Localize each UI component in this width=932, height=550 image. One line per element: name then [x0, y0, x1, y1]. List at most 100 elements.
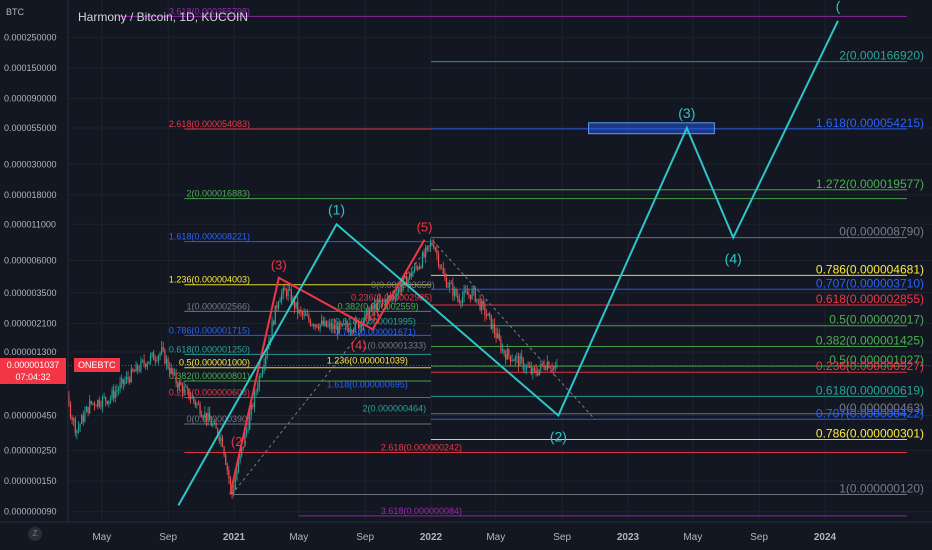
candle-body	[121, 378, 123, 384]
candle-body	[455, 289, 457, 296]
candle-body	[98, 399, 100, 406]
candle-body	[401, 286, 403, 292]
fib-level-label: 1.236(0.000004003)	[169, 275, 250, 285]
candle-body	[76, 430, 78, 434]
candle-body	[229, 478, 232, 485]
candle-body	[172, 368, 174, 375]
candle-body	[249, 414, 251, 430]
candle-body	[194, 400, 196, 405]
fib-level-label: 0.236(0.000000608)	[169, 387, 250, 397]
candle-body	[425, 247, 427, 257]
candle-body	[517, 356, 520, 366]
candle-body	[149, 355, 152, 362]
candle-body	[397, 288, 400, 293]
candle-body	[501, 349, 504, 351]
candle-body	[261, 369, 264, 377]
candle-body	[353, 329, 355, 332]
candle-body	[508, 349, 510, 356]
candle-body	[370, 305, 372, 312]
x-tick-label: 2023	[617, 532, 640, 543]
candle-body	[193, 397, 195, 401]
candle-body	[447, 286, 449, 288]
candle-body	[553, 366, 555, 370]
candle-body	[538, 369, 540, 375]
y-tick-label: 0.000090000	[4, 94, 57, 104]
candle-body	[381, 300, 384, 302]
candle-body	[396, 292, 398, 299]
candle-body	[221, 437, 224, 447]
candle-body	[537, 373, 539, 375]
candle-body	[530, 367, 532, 374]
chart-title[interactable]: Harmony / Bitcoin, 1D, KUCOIN	[78, 10, 249, 24]
candle-body	[409, 272, 411, 279]
x-tick-label: Sep	[750, 532, 768, 543]
fib-level-label: 2(0.000166920)	[839, 49, 924, 63]
candle-body	[265, 355, 267, 365]
current-price-value: 0.000001037	[6, 360, 60, 370]
candle-body	[85, 406, 88, 413]
candle-body	[84, 412, 86, 422]
candle-body	[421, 253, 424, 268]
candle-body	[410, 272, 412, 277]
candle-body	[316, 324, 318, 328]
fib-level-label: 0.236(0.000000927)	[816, 359, 924, 373]
candle-body	[202, 416, 204, 418]
candle-body	[330, 323, 332, 330]
candle-body	[458, 298, 460, 303]
candle-body	[260, 376, 262, 377]
candle-body	[300, 310, 302, 312]
fib-level-label: 1(0.000001333)	[363, 341, 427, 351]
fib-level-label: 1.272(0.000019577)	[816, 177, 924, 191]
candle-body	[277, 302, 280, 309]
candle-body	[97, 399, 99, 407]
candle-body	[357, 320, 360, 329]
candle-body	[305, 313, 307, 316]
candle-body	[535, 369, 537, 374]
candle-body	[130, 368, 132, 383]
time-axis-panel	[0, 522, 932, 550]
candle-body	[228, 469, 230, 479]
candle-body	[532, 368, 534, 374]
candle-body	[233, 489, 235, 494]
candle-body	[337, 325, 339, 334]
candle-body	[329, 323, 331, 325]
fib-level-label: 1(0.000002566)	[186, 301, 250, 311]
candle-body	[212, 424, 214, 426]
candle-body	[257, 387, 259, 392]
timezone-button[interactable]: Z	[28, 527, 42, 541]
candle-body	[226, 464, 228, 470]
candle-body	[513, 360, 515, 362]
candle-body	[100, 405, 102, 407]
candle-body	[79, 423, 81, 428]
candle-body	[281, 293, 283, 301]
candle-body	[541, 363, 544, 366]
candle-body	[141, 360, 144, 362]
candle-body	[453, 289, 456, 296]
candle-body	[474, 287, 476, 302]
y-tick-label: 0.000150000	[4, 63, 57, 73]
candle-body	[489, 313, 491, 315]
candle-body	[165, 359, 168, 364]
candle-body	[185, 386, 187, 388]
candle-body	[333, 324, 336, 330]
wave-impulse-label: (	[836, 0, 841, 14]
grid	[68, 0, 932, 522]
candle-body	[269, 337, 272, 341]
candle-body	[492, 324, 494, 329]
candle-body	[82, 415, 84, 422]
price-axis-currency: BTC	[6, 7, 24, 17]
candle-body	[309, 320, 312, 326]
candle-body	[373, 303, 376, 309]
candle-body	[156, 360, 158, 362]
candle-body	[423, 253, 425, 257]
candle-body	[498, 333, 500, 340]
bar-countdown: 07:04:32	[15, 372, 51, 382]
candle-body	[327, 324, 329, 327]
candle-body	[485, 315, 488, 317]
candle-body	[497, 333, 499, 339]
x-tick-label: 2022	[420, 532, 443, 543]
candle-body	[429, 243, 432, 247]
candle-body	[146, 363, 148, 367]
